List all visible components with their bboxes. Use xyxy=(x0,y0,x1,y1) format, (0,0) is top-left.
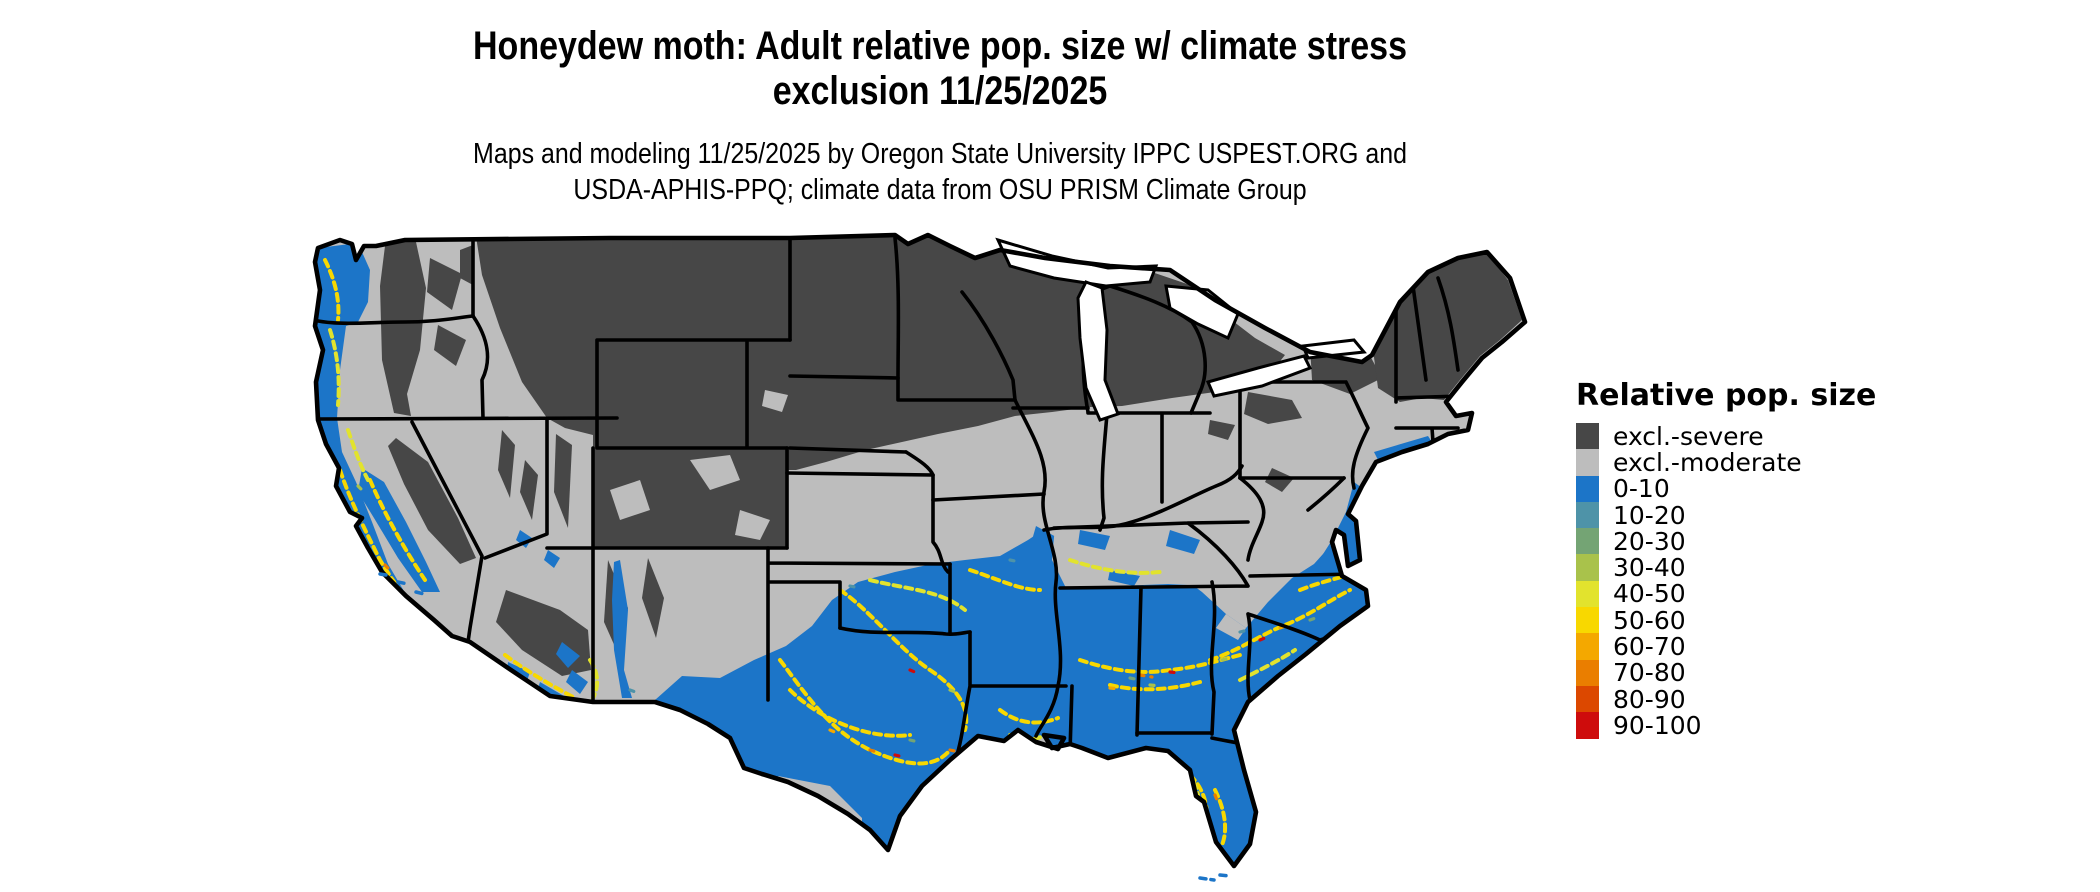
subtitle: Maps and modeling 11/25/2025 by Oregon S… xyxy=(0,136,1880,208)
legend-swatch xyxy=(1576,633,1599,660)
legend-label: excl.-severe xyxy=(1613,421,1764,451)
header: Honeydew moth: Adult relative pop. size … xyxy=(0,24,1880,208)
legend-swatch xyxy=(1576,528,1599,555)
region-0-10-patches xyxy=(1078,530,1200,586)
legend-item: 20-30 xyxy=(1576,526,1896,556)
great-lakes xyxy=(995,237,1367,422)
legend-label: 30-40 xyxy=(1613,553,1686,583)
us-map-svg xyxy=(312,232,1528,882)
legend-item: 0-10 xyxy=(1576,474,1896,504)
legend: Relative pop. size excl.-severe excl.-mod… xyxy=(1576,378,1896,740)
legend-item: 90-100 xyxy=(1576,710,1896,740)
legend-swatch xyxy=(1576,659,1599,686)
legend-label: 70-80 xyxy=(1613,658,1686,688)
lake-huron xyxy=(1164,284,1240,341)
legend-swatch xyxy=(1576,449,1599,476)
lake-erie xyxy=(1205,354,1313,398)
legend-swatch xyxy=(1576,712,1599,739)
region-hotspot-cores xyxy=(356,484,1320,831)
legend-item: 50-60 xyxy=(1576,605,1896,635)
legend-item: 40-50 xyxy=(1576,579,1896,609)
legend-swatch xyxy=(1576,501,1599,529)
legend-item: 30-40 xyxy=(1576,553,1896,583)
legend-label: 40-50 xyxy=(1613,579,1686,609)
offshore-islands xyxy=(378,572,1232,882)
legend-item: excl.-moderate xyxy=(1576,447,1896,477)
subtitle-line1: Maps and modeling 11/25/2025 by Oregon S… xyxy=(473,138,1407,170)
page-title-line2: exclusion 11/25/2025 xyxy=(772,69,1108,113)
legend-label: 50-60 xyxy=(1613,605,1686,635)
page-title-line1: Honeydew moth: Adult relative pop. size … xyxy=(473,24,1407,68)
us-map xyxy=(310,230,1560,890)
legend-swatch xyxy=(1576,423,1599,450)
state-borders xyxy=(315,236,1464,760)
legend-swatch xyxy=(1576,580,1599,608)
legend-item: 70-80 xyxy=(1576,658,1896,688)
legend-label: 0-10 xyxy=(1613,474,1670,504)
subtitle-line2: USDA-APHIS-PPQ; climate data from OSU PR… xyxy=(573,174,1307,206)
legend-label: 80-90 xyxy=(1613,684,1686,714)
legend-item: 60-70 xyxy=(1576,632,1896,662)
legend-item: 80-90 xyxy=(1576,684,1896,714)
legend-label: excl.-moderate xyxy=(1613,447,1802,477)
legend-items: excl.-severe excl.-moderate 0-10 10-20 20-30… xyxy=(1576,421,1896,740)
legend-swatch xyxy=(1576,554,1599,581)
legend-swatch xyxy=(1576,475,1599,502)
us-outline xyxy=(312,232,1528,869)
legend-label: 60-70 xyxy=(1613,632,1686,662)
legend-swatch xyxy=(1576,685,1599,713)
legend-label: 10-20 xyxy=(1613,500,1686,530)
legend-label: 20-30 xyxy=(1613,526,1686,556)
lake-michigan xyxy=(1076,280,1120,422)
legend-title: Relative pop. size xyxy=(1576,378,1877,413)
legend-item: excl.-severe xyxy=(1576,421,1896,451)
legend-item: 10-20 xyxy=(1576,500,1896,530)
legend-label: 90-100 xyxy=(1613,710,1702,740)
legend-swatch xyxy=(1576,607,1599,634)
